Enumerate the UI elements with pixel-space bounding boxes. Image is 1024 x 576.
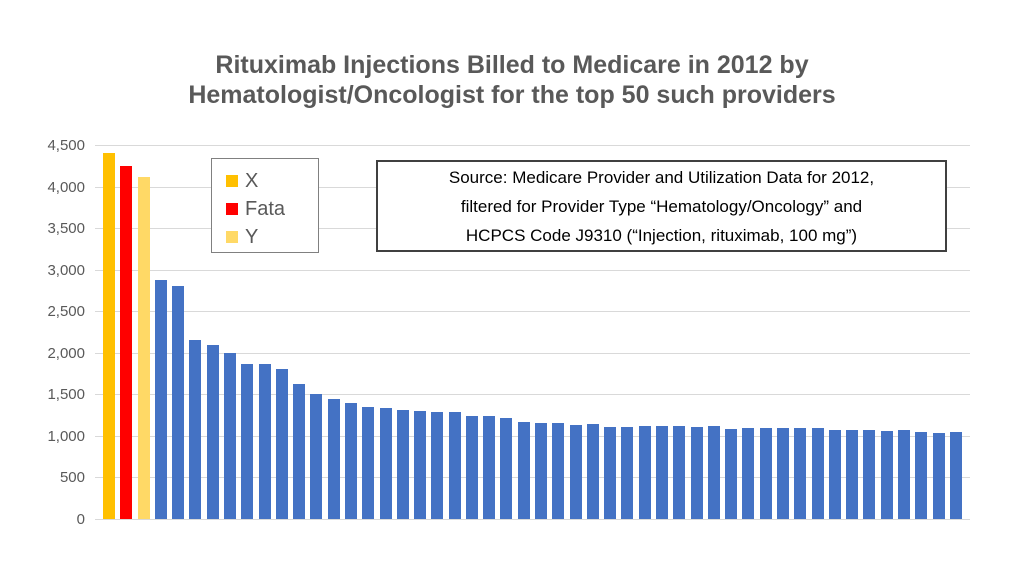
gridline <box>95 311 970 313</box>
bar <box>656 425 668 519</box>
bar <box>811 427 824 519</box>
legend-swatch-fata <box>226 203 238 215</box>
bar <box>120 165 133 519</box>
bar <box>396 410 409 519</box>
bar <box>690 426 703 519</box>
bar <box>621 426 634 519</box>
legend-swatch-y <box>226 231 238 243</box>
source-note-line-2: filtered for Provider Type “Hematology/O… <box>460 197 863 216</box>
bar <box>759 427 772 519</box>
bar <box>742 428 755 519</box>
gridline <box>95 435 970 437</box>
y-axis-tick-label: 3,000 <box>47 261 85 279</box>
chart-title: Rituximab Injections Billed to Medicare … <box>0 50 1024 110</box>
bar <box>241 363 254 519</box>
bar <box>586 424 599 519</box>
bar <box>344 403 357 519</box>
bar <box>414 411 427 519</box>
bar <box>310 394 323 519</box>
bar <box>431 411 444 519</box>
bar <box>638 426 651 519</box>
gridline <box>95 519 970 520</box>
y-axis-tick-label: 4,500 <box>47 137 85 154</box>
y-axis-tick-label: 3,500 <box>47 220 85 238</box>
bar <box>794 428 807 519</box>
gridline <box>95 352 970 354</box>
bar <box>932 432 945 519</box>
legend: X Fata Y <box>211 158 319 253</box>
source-note-line-3: HCPCS Code J9310 (“Injection, rituximab,… <box>465 226 858 245</box>
bar <box>483 415 496 519</box>
bar <box>500 418 513 519</box>
chart-title-line-2: Hematologist/Oncologist for the top 50 s… <box>188 81 836 109</box>
bar <box>223 352 236 519</box>
legend-label-y: Y <box>245 226 259 248</box>
bar <box>535 422 548 519</box>
bar <box>776 428 789 519</box>
bar <box>725 428 738 519</box>
bar <box>448 411 461 519</box>
bar <box>275 368 288 519</box>
bar <box>828 430 841 519</box>
bar <box>915 431 928 519</box>
bar <box>206 345 219 519</box>
bar-series <box>95 145 970 519</box>
bar <box>154 280 167 519</box>
bar <box>552 423 565 519</box>
plot-area <box>95 145 970 520</box>
bar <box>327 398 340 519</box>
bar <box>189 340 202 519</box>
legend-item-x: X <box>226 168 318 194</box>
y-axis-tick-label: 2,500 <box>47 303 85 321</box>
legend-item-y: Y <box>226 224 318 250</box>
gridline <box>95 145 970 146</box>
bar <box>880 430 893 519</box>
legend-label-x: X <box>245 170 259 192</box>
bar <box>258 364 271 519</box>
y-axis-tick-label: 500 <box>59 469 85 487</box>
y-axis-tick-label: 2,000 <box>47 344 85 362</box>
bar <box>103 153 115 519</box>
y-axis-tick-label: 1,000 <box>47 427 85 445</box>
bar <box>172 286 185 519</box>
bar <box>846 430 859 519</box>
legend-swatch-x <box>226 175 238 187</box>
gridline <box>95 394 970 396</box>
source-note-line-1: Source: Medicare Provider and Utilizatio… <box>448 168 875 187</box>
bar <box>362 406 375 519</box>
legend-label-fata: Fata <box>245 198 286 220</box>
bar <box>465 415 478 519</box>
y-axis-tick-label: 1,500 <box>47 386 85 404</box>
bar <box>897 430 910 519</box>
bar <box>517 422 530 519</box>
bar <box>863 430 876 519</box>
bar <box>949 431 962 519</box>
gridline <box>95 477 970 479</box>
y-axis-tick-label: 0 <box>76 511 85 528</box>
source-note: Source: Medicare Provider and Utilizatio… <box>376 160 947 252</box>
bar <box>673 426 686 519</box>
bar <box>707 425 720 519</box>
legend-item-fata: Fata <box>226 196 318 222</box>
chart-title-line-1: Rituximab Injections Billed to Medicare … <box>215 51 809 79</box>
bar <box>569 424 582 519</box>
bar <box>604 426 617 519</box>
gridline <box>95 269 970 271</box>
bar <box>379 408 392 519</box>
bar <box>293 384 306 519</box>
y-axis: 4,500 4,000 3,500 3,000 2,500 2,000 1,500 1,000… <box>20 138 85 527</box>
bar <box>137 176 150 519</box>
y-axis-tick-label: 4,000 <box>47 178 85 196</box>
